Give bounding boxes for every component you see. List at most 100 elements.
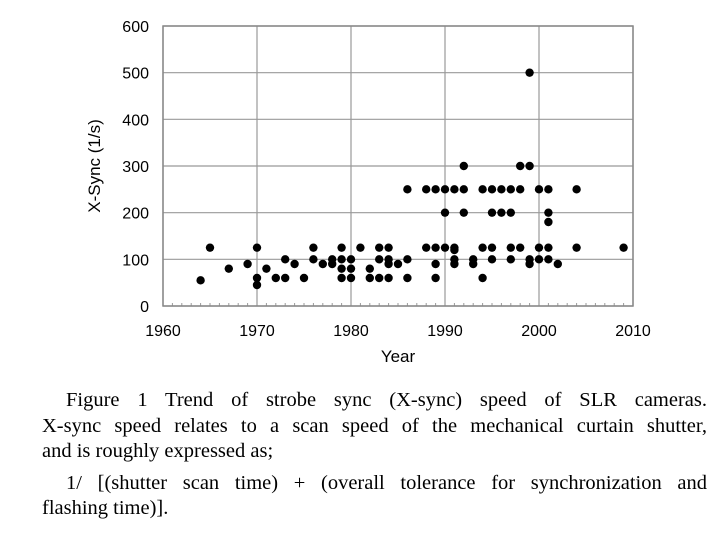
data-point [450,259,459,269]
data-point [375,243,384,252]
y-tick-label: 100 [122,252,149,269]
data-point [403,255,412,264]
data-point [572,243,581,252]
x-tick-label: 1970 [239,323,275,340]
x-tick-label: 1990 [427,323,463,340]
caption-line: 1/ [(shutter scan time) + (overall toler… [66,471,707,494]
data-point [525,259,534,269]
data-point [450,245,459,255]
data-point [281,273,290,283]
y-tick-label: 0 [140,299,149,316]
data-point [506,255,515,264]
data-point [516,185,525,194]
caption-line: X-sync speed relates to a scan speed of … [42,414,707,437]
data-point [422,243,431,252]
data-point [431,259,440,269]
data-point [440,208,450,217]
y-tick-label: 400 [122,112,149,129]
data-point [252,243,262,252]
data-point [459,208,468,217]
data-point [393,259,403,269]
data-point [403,273,412,283]
data-point [534,255,544,264]
data-point [431,243,440,252]
data-point [459,185,468,194]
data-point [525,68,534,77]
data-point [224,264,233,273]
data-point [205,243,215,252]
x-tick-label: 2000 [521,323,557,340]
caption-line: and is roughly expressed as; [42,440,274,462]
data-point [422,185,431,194]
data-point [440,243,450,252]
data-point [516,161,525,171]
data-point [318,259,327,269]
y-tick-label: 200 [122,206,149,223]
data-point [487,208,497,217]
data-point [290,259,299,269]
data-point [271,273,280,283]
data-point [252,280,262,290]
plot-frame [162,25,634,307]
data-point [497,185,506,194]
x-axis-label: Year [381,347,416,366]
data-point [196,276,205,285]
data-point [478,185,487,194]
y-axis-label: X-Sync (1/s) [85,119,104,213]
data-point [516,243,525,252]
y-tick-label: 300 [122,159,149,176]
data-point [487,255,497,264]
data-point [572,185,581,194]
caption-line: flashing time)]. [42,497,169,519]
x-tick-labels: 1960 1970 1980 1990 2000 2010 [145,323,651,340]
y-tick-label: 600 [122,19,149,36]
x-tick-label: 1960 [145,323,181,340]
data-point [309,255,318,264]
data-point [544,185,553,194]
data-point [299,273,309,283]
data-point [487,243,497,252]
data-point [337,255,346,264]
data-point [328,259,337,269]
data-point [337,243,346,252]
data-point [544,255,553,264]
caption-line: Figure 1 Trend of strobe sync (X-sync) s… [66,389,707,411]
data-point [375,273,384,283]
data-points [196,68,628,290]
data-point [431,273,440,283]
figure-caption: Figure 1 Trend of strobe sync (X-sync) s… [42,388,707,522]
y-tick-labels: 0 100 200 300 400 500 600 [122,19,149,316]
data-point [497,208,506,217]
data-point [506,208,515,217]
data-point [525,161,534,171]
data-point [384,243,393,252]
data-point [365,264,374,273]
data-point [375,255,384,264]
data-point [403,185,412,194]
data-point [534,185,544,194]
data-point [431,185,440,194]
data-point [384,259,393,269]
data-point [544,217,553,227]
data-point [544,243,553,252]
data-point [469,259,478,269]
data-point [459,161,468,171]
data-point [544,208,553,217]
x-tick-label: 1980 [333,323,369,340]
y-tick-label: 500 [122,66,149,83]
x-tick-label: 2010 [615,323,651,340]
scatter-chart: 0 100 200 300 400 500 600 1960 1970 1980 1990 2000… [85,19,651,366]
data-point [478,273,487,283]
data-point [281,255,290,264]
data-point [487,185,497,194]
data-point [262,264,271,273]
data-point [243,259,252,269]
data-point [440,185,450,194]
data-point [346,255,356,264]
data-point [384,273,393,283]
data-point [346,273,356,283]
data-point [506,243,515,252]
data-point [506,185,515,194]
data-point [356,243,365,252]
data-point [534,243,544,252]
